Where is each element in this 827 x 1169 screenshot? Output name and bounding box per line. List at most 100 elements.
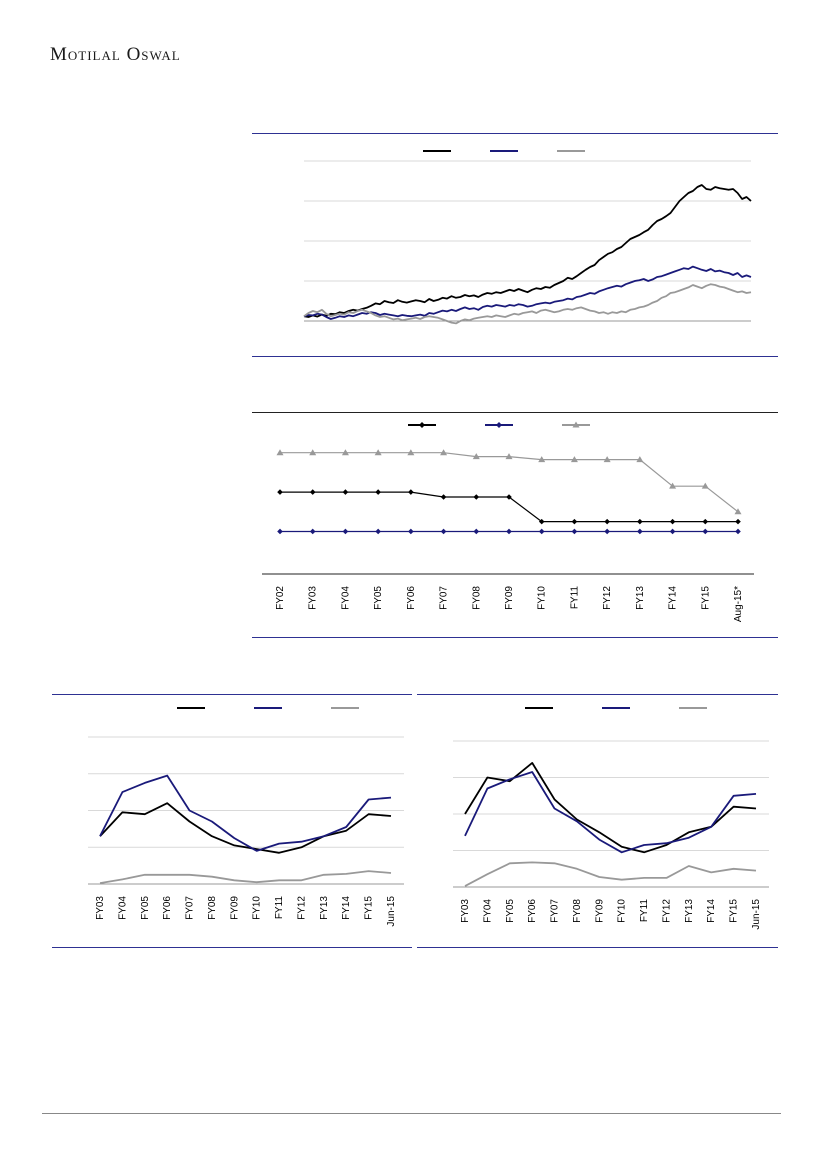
series-line-1 xyxy=(464,771,757,854)
x-tick-label: FY06 xyxy=(406,586,417,610)
data-point xyxy=(375,489,381,495)
x-tick-label: Jun-15 xyxy=(751,899,762,930)
chart1-bottom-rule xyxy=(252,356,778,357)
data-point xyxy=(669,528,676,535)
data-point xyxy=(570,456,578,463)
x-tick-label: Jun-15 xyxy=(386,896,397,927)
data-point xyxy=(277,489,283,495)
data-point xyxy=(407,449,415,456)
x-tick-label: FY10 xyxy=(617,899,628,923)
data-point xyxy=(538,518,545,525)
series-line-2 xyxy=(99,870,392,884)
chart3-top-rule xyxy=(52,694,412,695)
series-line-2 xyxy=(303,283,752,325)
x-tick-label: FY12 xyxy=(661,899,672,923)
data-point xyxy=(341,449,349,456)
data-point xyxy=(374,449,382,456)
chart3-ratio-chart: FY03 FY04 FY05 FY06 FY07 FY08 FY09 FY10 FY11 FY12… xyxy=(88,707,404,927)
x-tick-label: FY04 xyxy=(482,899,493,923)
data-point xyxy=(506,528,512,535)
x-tick-label: FY09 xyxy=(594,899,605,923)
brand-logo: Motilal Oswal xyxy=(50,44,181,65)
x-tick-label: FY10 xyxy=(252,896,263,920)
chart1-price-chart xyxy=(303,150,752,325)
legend-marker xyxy=(496,422,502,428)
x-tick-label: FY08 xyxy=(471,586,482,610)
x-tick-label: FY12 xyxy=(602,586,613,610)
x-tick-label: FY03 xyxy=(95,896,106,920)
series-line-0 xyxy=(99,802,392,854)
legend-marker xyxy=(419,422,425,428)
data-point xyxy=(473,494,480,500)
x-tick-label: FY11 xyxy=(569,586,580,610)
data-point xyxy=(342,528,349,535)
chart4-ratio-chart: FY03 FY04 FY05 FY06 FY07 FY08 FY09 FY10 FY11 FY12… xyxy=(453,707,769,930)
data-point xyxy=(604,518,610,525)
x-tick-label: FY03 xyxy=(460,899,471,923)
x-tick-label: FY04 xyxy=(340,586,351,610)
data-point xyxy=(734,508,742,515)
data-point xyxy=(637,528,643,535)
chart2-rate-chart: FY02 FY03 FY04 FY05 FY06 FY07 FY08 FY09 FY10 FY11… xyxy=(262,421,754,622)
x-tick-label: FY09 xyxy=(229,896,240,920)
series-line-2 xyxy=(464,861,757,887)
x-tick-label: FY02 xyxy=(275,586,286,610)
data-point xyxy=(309,528,316,535)
data-point xyxy=(506,494,512,500)
chart3-bottom-rule xyxy=(52,947,412,948)
data-point xyxy=(571,518,578,525)
data-point xyxy=(538,528,545,535)
data-point xyxy=(702,518,709,525)
x-tick-label: FY07 xyxy=(185,896,196,920)
data-point xyxy=(636,456,644,463)
data-point xyxy=(375,528,381,535)
x-tick-label: FY11 xyxy=(274,896,285,920)
x-tick-label: Aug-15* xyxy=(733,586,744,622)
data-point xyxy=(702,528,709,535)
series-line-1 xyxy=(99,774,392,852)
x-tick-label: FY15 xyxy=(700,586,711,610)
x-tick-label: FY03 xyxy=(308,586,319,610)
data-point xyxy=(505,453,513,460)
data-point xyxy=(538,456,546,463)
x-tick-label: FY09 xyxy=(504,586,515,610)
data-point xyxy=(309,449,317,456)
series-line-0 xyxy=(303,184,752,318)
data-point xyxy=(701,482,709,489)
x-tick-label: FY07 xyxy=(439,586,450,610)
x-tick-label: FY05 xyxy=(505,899,516,923)
x-tick-label: FY05 xyxy=(140,896,151,920)
data-point xyxy=(669,518,676,525)
data-point xyxy=(440,449,448,456)
data-point xyxy=(473,528,480,535)
chart4-bottom-rule xyxy=(417,947,778,948)
x-tick-label: FY15 xyxy=(364,896,375,920)
data-point xyxy=(637,518,643,525)
x-tick-label: FY04 xyxy=(117,896,128,920)
data-point xyxy=(604,528,610,535)
data-point xyxy=(408,489,414,495)
data-point xyxy=(440,528,447,535)
x-tick-label: FY06 xyxy=(162,896,173,920)
series-line-0 xyxy=(464,762,757,854)
x-tick-label: FY06 xyxy=(527,899,538,923)
series-line-1 xyxy=(303,265,752,320)
data-point xyxy=(309,489,316,495)
x-tick-label: FY12 xyxy=(296,896,307,920)
series-line-2 xyxy=(280,452,739,513)
chart4-top-rule xyxy=(417,694,778,695)
x-tick-label: FY14 xyxy=(668,586,679,610)
x-tick-label: FY14 xyxy=(341,896,352,920)
x-tick-label: FY13 xyxy=(319,896,330,920)
chart2-top-rule xyxy=(252,412,778,413)
x-tick-label: FY07 xyxy=(550,899,561,923)
chart1-top-rule xyxy=(252,133,778,134)
data-point xyxy=(571,528,578,535)
x-tick-label: FY13 xyxy=(684,899,695,923)
legend-marker xyxy=(572,421,580,428)
data-point xyxy=(669,482,677,489)
x-tick-label: FY08 xyxy=(207,896,218,920)
x-tick-label: FY11 xyxy=(639,899,650,923)
data-point xyxy=(277,528,283,535)
x-tick-label: FY14 xyxy=(706,899,717,923)
